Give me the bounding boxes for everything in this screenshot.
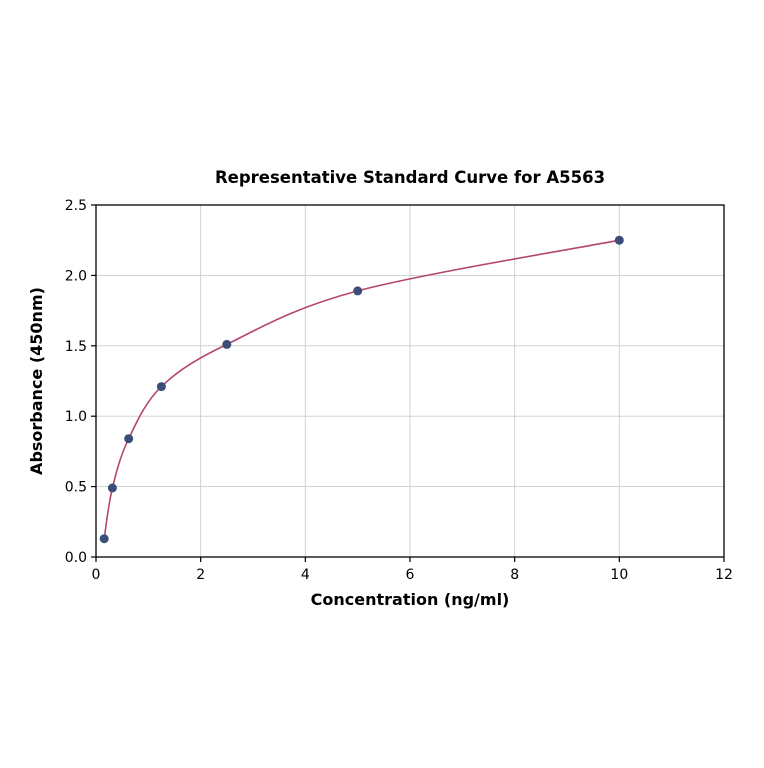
x-tick-label: 8 [510, 567, 519, 583]
data-points [99, 235, 624, 544]
data-point [156, 382, 166, 392]
data-point [124, 434, 134, 444]
x-tick-label: 0 [92, 567, 101, 583]
x-tick-label: 2 [196, 567, 205, 583]
x-axis-label: Concentration (ng/ml) [311, 590, 510, 609]
chart-title: Representative Standard Curve for A5563 [215, 168, 605, 187]
x-tick-label: 12 [715, 567, 733, 583]
y-tick-label: 2.5 [65, 198, 87, 214]
data-point [614, 235, 624, 245]
y-axis-label: Absorbance (450nm) [27, 287, 46, 475]
y-tick-label: 0.0 [65, 550, 87, 566]
y-tick-label: 1.0 [65, 409, 87, 425]
tick-marks [91, 204, 725, 562]
data-point [99, 534, 109, 544]
x-tick-label: 10 [610, 567, 628, 583]
y-tick-label: 1.5 [65, 339, 87, 355]
data-point [107, 483, 117, 493]
x-tick-label: 4 [301, 567, 310, 583]
data-point [353, 286, 363, 296]
data-point [222, 339, 232, 349]
y-tick-label: 0.5 [65, 480, 87, 496]
y-tick-label: 2.0 [65, 268, 87, 284]
fitted-curve [103, 239, 620, 539]
x-tick-label: 6 [406, 567, 415, 583]
tick-labels: 0 2 4 6 8 10 12 0.0 0.5 1.0 1.5 2.0 2.5 [65, 198, 733, 583]
